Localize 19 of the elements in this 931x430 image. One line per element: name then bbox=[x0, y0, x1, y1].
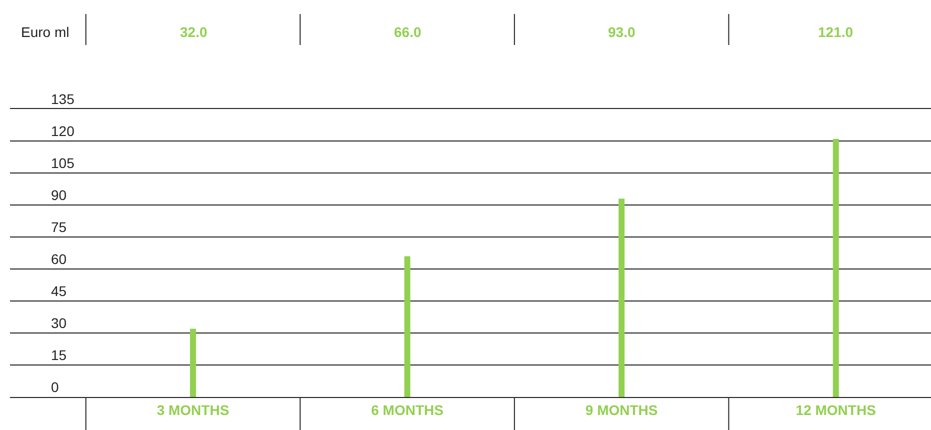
y-tick-label: 15 bbox=[51, 347, 67, 364]
y-tick-label: 45 bbox=[51, 283, 67, 300]
y-tick-label: 0 bbox=[51, 379, 59, 396]
data-label: 93.0 bbox=[608, 24, 636, 40]
y-tick-label: 105 bbox=[51, 155, 75, 172]
x-tick-label: 6 MONTHS bbox=[371, 402, 444, 418]
data-label: 66.0 bbox=[394, 24, 422, 40]
x-tick-label: 12 MONTHS bbox=[796, 402, 876, 418]
y-axis-title: Euro ml bbox=[21, 24, 70, 40]
y-tick-label: 30 bbox=[51, 315, 67, 332]
y-tick-label: 60 bbox=[51, 251, 67, 268]
y-tick-label: 135 bbox=[51, 91, 75, 108]
data-label: 32.0 bbox=[180, 24, 208, 40]
x-tick-label: 3 MONTHS bbox=[156, 402, 230, 418]
y-tick-label: 90 bbox=[51, 187, 67, 204]
x-tick-label: 9 MONTHS bbox=[585, 402, 658, 418]
data-label: 121.0 bbox=[818, 24, 854, 40]
y-tick-label: 120 bbox=[51, 123, 75, 140]
y-tick-label: 75 bbox=[51, 219, 67, 236]
